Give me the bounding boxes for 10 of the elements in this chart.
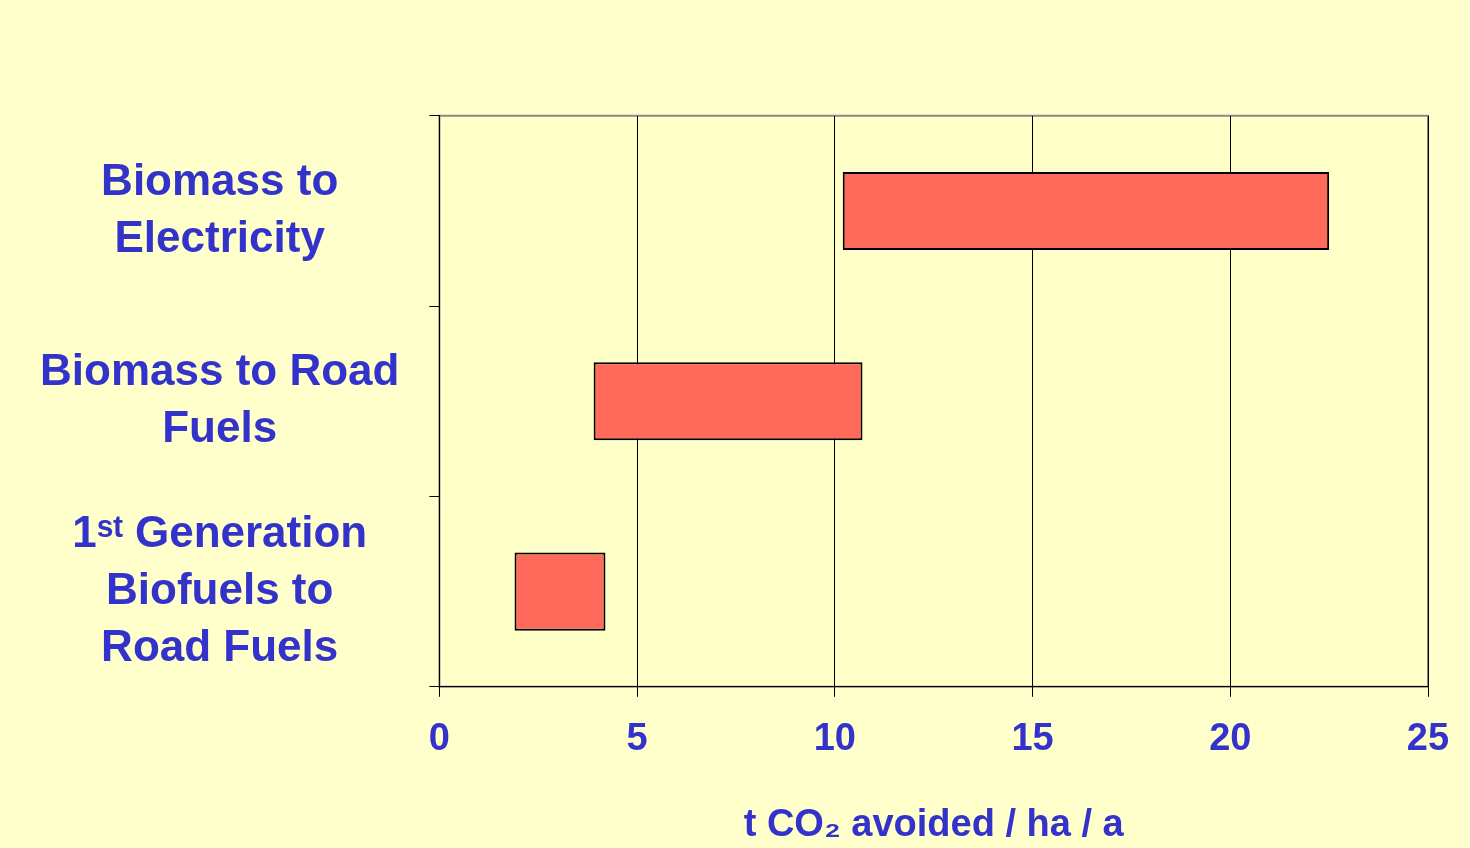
x-axis-title: t CO₂ avoided / ha / a (743, 801, 1125, 844)
x-tick-label: 0 (428, 716, 450, 759)
x-tick-label: 25 (1406, 716, 1450, 759)
x-tick-label: 20 (1209, 716, 1252, 759)
y-tick-label: Biomass to Electricity (101, 154, 339, 261)
x-tick-label: 5 (626, 716, 648, 759)
x-tick-label: 15 (1011, 716, 1054, 759)
y-tick-label: 1ˢᵗ Generation Biofuels to Road Fuels (72, 506, 368, 670)
x-tick-label: 10 (813, 716, 856, 759)
y-tick-label: Biomass to Road Fuels (40, 344, 400, 452)
